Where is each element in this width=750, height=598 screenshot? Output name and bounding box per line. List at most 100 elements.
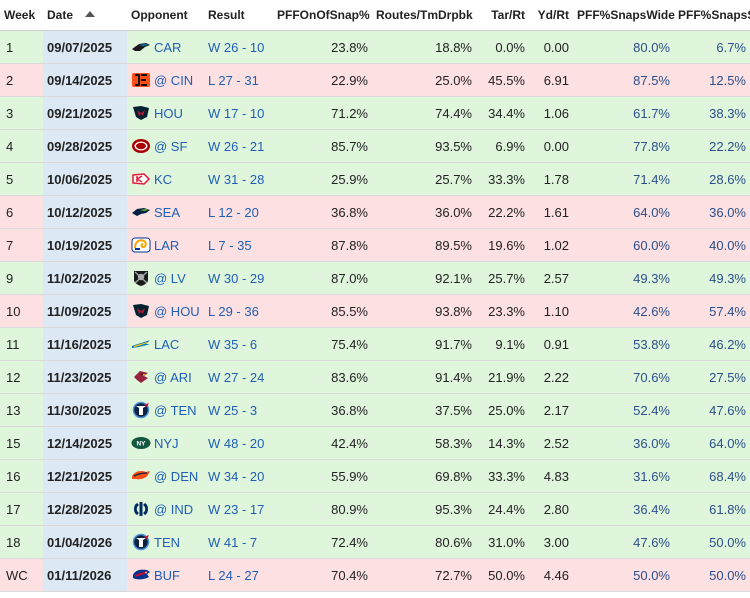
opponent-link[interactable]: @ LV [154, 270, 186, 286]
table-row: 6 10/12/2025 SEA L 12 - 20 36.8% 36.0% 22.2% 1.… [0, 195, 750, 229]
routes-cell: 69.8% [372, 459, 476, 493]
opponent-link[interactable]: @ CIN [154, 72, 194, 88]
onof-snap-cell: 80.9% [273, 492, 372, 526]
column-header-week[interactable]: Week [0, 0, 43, 31]
tar-rt-cell: 33.3% [476, 162, 529, 196]
snaps-slot-cell: 6.7% [674, 30, 750, 64]
yd-rt-cell: 1.06 [529, 96, 573, 130]
column-header-result[interactable]: Result [204, 0, 273, 31]
tar-rt-cell: 19.6% [476, 228, 529, 262]
opponent-link[interactable]: @ SF [154, 138, 188, 154]
opponent-link[interactable]: TEN [154, 534, 180, 550]
week-cell: 3 [0, 96, 43, 130]
result-link[interactable]: L 24 - 27 [208, 567, 259, 583]
column-header-date[interactable]: Date [43, 0, 127, 31]
result-link[interactable]: L 12 - 20 [208, 204, 259, 220]
result-link[interactable]: W 31 - 28 [208, 171, 265, 187]
opponent-cell: KC [127, 162, 204, 196]
result-cell: W 31 - 28 [204, 162, 273, 196]
result-link[interactable]: W 48 - 20 [208, 435, 265, 451]
week-cell: 9 [0, 261, 43, 295]
column-header-snaps-slot[interactable]: PFF%SnapsSlot [674, 0, 750, 31]
result-link[interactable]: L 29 - 36 [208, 303, 259, 319]
week-cell: 11 [0, 327, 43, 361]
opponent-cell: @ SF [127, 129, 204, 163]
svg-text:NY: NY [136, 441, 146, 448]
result-link[interactable]: L 7 - 35 [208, 237, 252, 253]
result-link[interactable]: L 27 - 31 [208, 72, 259, 88]
result-link[interactable]: W 30 - 29 [208, 270, 265, 286]
column-header-onof-snap[interactable]: PFFOnOfSnap% [273, 0, 372, 31]
result-link[interactable]: W 26 - 10 [208, 39, 265, 55]
result-link[interactable]: W 27 - 24 [208, 369, 265, 385]
table-row: 16 12/21/2025 @ DEN W 34 - 20 55.9% 69.8% 33.3… [0, 459, 750, 493]
yd-rt-cell: 1.78 [529, 162, 573, 196]
result-link[interactable]: W 41 - 7 [208, 534, 258, 550]
week-cell: 5 [0, 162, 43, 196]
opponent-link[interactable]: @ IND [154, 501, 194, 517]
date-cell: 12/14/2025 [43, 426, 127, 460]
week-cell: WC [0, 558, 43, 592]
opponent-cell: LAR [127, 228, 204, 262]
column-header-routes[interactable]: Routes/TmDrpbk [372, 0, 476, 31]
result-link[interactable]: W 34 - 20 [208, 468, 265, 484]
yd-rt-cell: 2.52 [529, 426, 573, 460]
opponent-link[interactable]: @ DEN [154, 468, 199, 484]
date-cell: 10/19/2025 [43, 228, 127, 262]
opponent-link[interactable]: LAR [154, 237, 180, 253]
panthers-logo-icon [131, 38, 151, 56]
result-cell: L 24 - 27 [204, 558, 273, 592]
tar-rt-cell: 45.5% [476, 63, 529, 97]
tar-rt-cell: 21.9% [476, 360, 529, 394]
opponent-link[interactable]: NYJ [154, 435, 179, 451]
snaps-wide-cell: 87.5% [573, 63, 674, 97]
result-link[interactable]: W 23 - 17 [208, 501, 265, 517]
result-link[interactable]: W 26 - 21 [208, 138, 265, 154]
opponent-cell: @ DEN [127, 459, 204, 493]
column-header-snaps-wide[interactable]: PFF%SnapsWide [573, 0, 675, 31]
opponent-link[interactable]: @ HOU [154, 303, 200, 319]
table-row: 7 10/19/2025 LAR L 7 - 35 87.8% 89.5% 19.6% 1.0… [0, 228, 750, 262]
opponent-link[interactable]: KC [154, 171, 173, 187]
table-row: 15 12/14/2025 NY NYJ W 48 - 20 42.4% 58.3% 14.3… [0, 426, 750, 460]
result-link[interactable]: W 17 - 10 [208, 105, 265, 121]
table-row: 9 11/02/2025 @ LV W 30 - 29 87.0% 92.1% 25.7% 2… [0, 261, 750, 295]
bengals-logo-icon [131, 71, 151, 89]
date-cell: 10/06/2025 [43, 162, 127, 196]
week-cell: 15 [0, 426, 43, 460]
onof-snap-cell: 87.0% [273, 261, 372, 295]
snaps-wide-cell: 52.4% [573, 393, 674, 427]
result-cell: W 48 - 20 [204, 426, 273, 460]
column-header-yd-rt[interactable]: Yd/Rt [529, 0, 573, 31]
snaps-wide-cell: 60.0% [573, 228, 674, 262]
column-header-opponent[interactable]: Opponent [127, 0, 204, 31]
opponent-link[interactable]: LAC [154, 336, 180, 352]
yd-rt-cell: 0.00 [529, 129, 573, 163]
snaps-wide-cell: 61.7% [573, 96, 674, 130]
onof-snap-cell: 87.8% [273, 228, 372, 262]
snaps-wide-cell: 50.0% [573, 558, 674, 592]
snaps-wide-cell: 47.6% [573, 525, 674, 559]
table-row: 1 09/07/2025 CAR W 26 - 10 23.8% 18.8% 0.0% 0.0… [0, 30, 750, 64]
opponent-link[interactable]: HOU [154, 105, 183, 121]
onof-snap-cell: 23.8% [273, 30, 372, 64]
tar-rt-cell: 6.9% [476, 129, 529, 163]
column-header-tar-rt[interactable]: Tar/Rt [476, 0, 529, 31]
opponent-link[interactable]: BUF [154, 567, 180, 583]
opponent-link[interactable]: CAR [154, 39, 182, 55]
onof-snap-cell: 55.9% [273, 459, 372, 493]
opponent-link[interactable]: @ TEN [154, 402, 197, 418]
date-cell: 01/11/2026 [43, 558, 127, 592]
result-link[interactable]: W 35 - 6 [208, 336, 258, 352]
result-link[interactable]: W 25 - 3 [208, 402, 258, 418]
opponent-link[interactable]: SEA [154, 204, 181, 220]
week-cell: 10 [0, 294, 43, 328]
yd-rt-cell: 1.02 [529, 228, 573, 262]
opponent-link[interactable]: @ ARI [154, 369, 192, 385]
seahawks-logo-icon [131, 203, 151, 221]
onof-snap-cell: 85.5% [273, 294, 372, 328]
snaps-slot-cell: 36.0% [674, 195, 750, 229]
49ers-logo-icon [131, 137, 151, 155]
tar-rt-cell: 0.0% [476, 30, 529, 64]
